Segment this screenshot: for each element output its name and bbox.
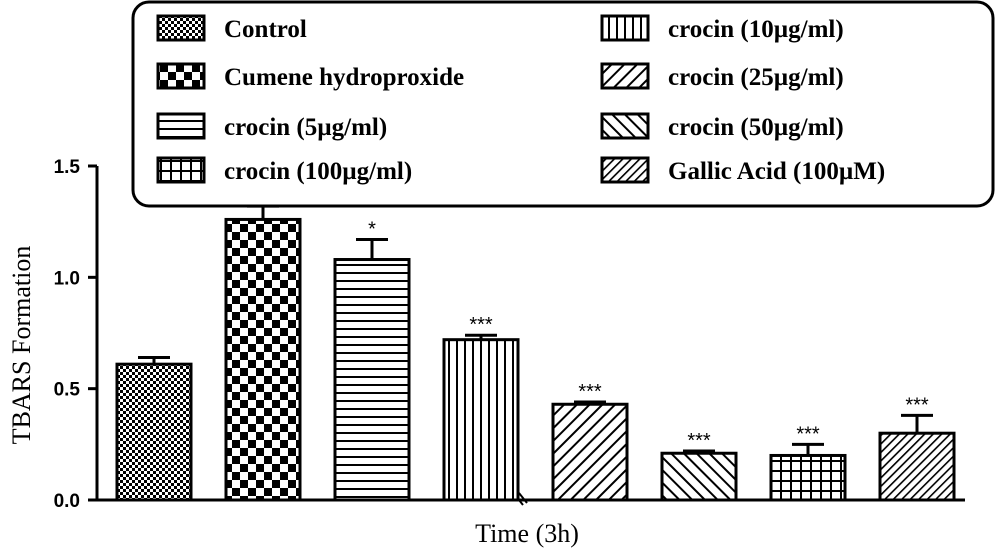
bar [878,431,956,502]
bar [660,451,738,502]
legend-swatch [156,112,206,140]
significance-label: *** [469,314,493,336]
legend-swatch [600,112,650,140]
significance-label: *** [578,381,602,403]
bar [224,217,302,502]
bar [333,258,411,502]
significance-label: * [368,218,376,240]
legend-label: Cumene hydroproxide [224,64,464,91]
bars [115,217,956,502]
legend: Control crocin (10µg/ml) Cumene hydroproxi… [156,14,885,185]
bar [442,338,520,502]
significance-label: *** [687,430,711,452]
legend-label: crocin (5µg/ml) [224,114,387,141]
y-tick-label: 0.5 [54,380,81,401]
significance-label: *** [905,394,929,416]
bar [769,453,847,502]
legend-swatch [156,14,206,42]
legend-box [131,0,995,208]
legend-swatch [156,156,206,184]
legend-swatch [156,62,206,90]
y-axis-title: TBARS Formation [7,246,36,445]
legend-label: crocin (25µg/ml) [668,64,844,91]
y-tick-label: 0.0 [54,491,80,512]
legend-swatch [600,14,650,42]
legend-label: Gallic Acid (100µM) [668,158,885,185]
significance-labels: ********** ****** [368,218,929,452]
y-tick-label: 1.5 [54,157,81,178]
x-axis-title: Time (3h) [475,519,579,548]
legend-label: Control [224,16,307,43]
y-tick-label: 1.0 [54,268,80,289]
bar [115,362,193,502]
legend-swatch [600,156,650,184]
significance-label: *** [796,423,820,445]
legend-swatch [600,62,650,90]
y-axis-ticks: 0.0 0.5 1.0 1.5 [54,157,97,512]
bar [551,402,629,502]
legend-label: crocin (50µg/ml) [668,114,844,141]
legend-label: crocin (10µg/ml) [668,16,844,43]
legend-label: crocin (100µg/ml) [224,158,412,185]
